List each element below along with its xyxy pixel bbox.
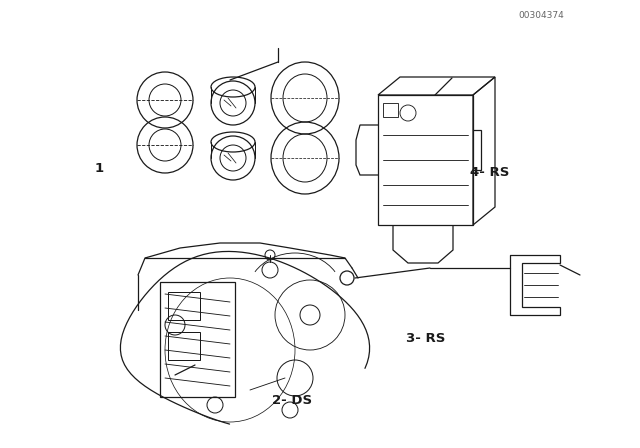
Text: 00304374: 00304374 (518, 11, 564, 20)
Text: 4- RS: 4- RS (470, 166, 510, 179)
Text: 1: 1 (95, 161, 104, 175)
Text: 2- DS: 2- DS (272, 394, 312, 408)
Text: 3- RS: 3- RS (406, 332, 446, 345)
